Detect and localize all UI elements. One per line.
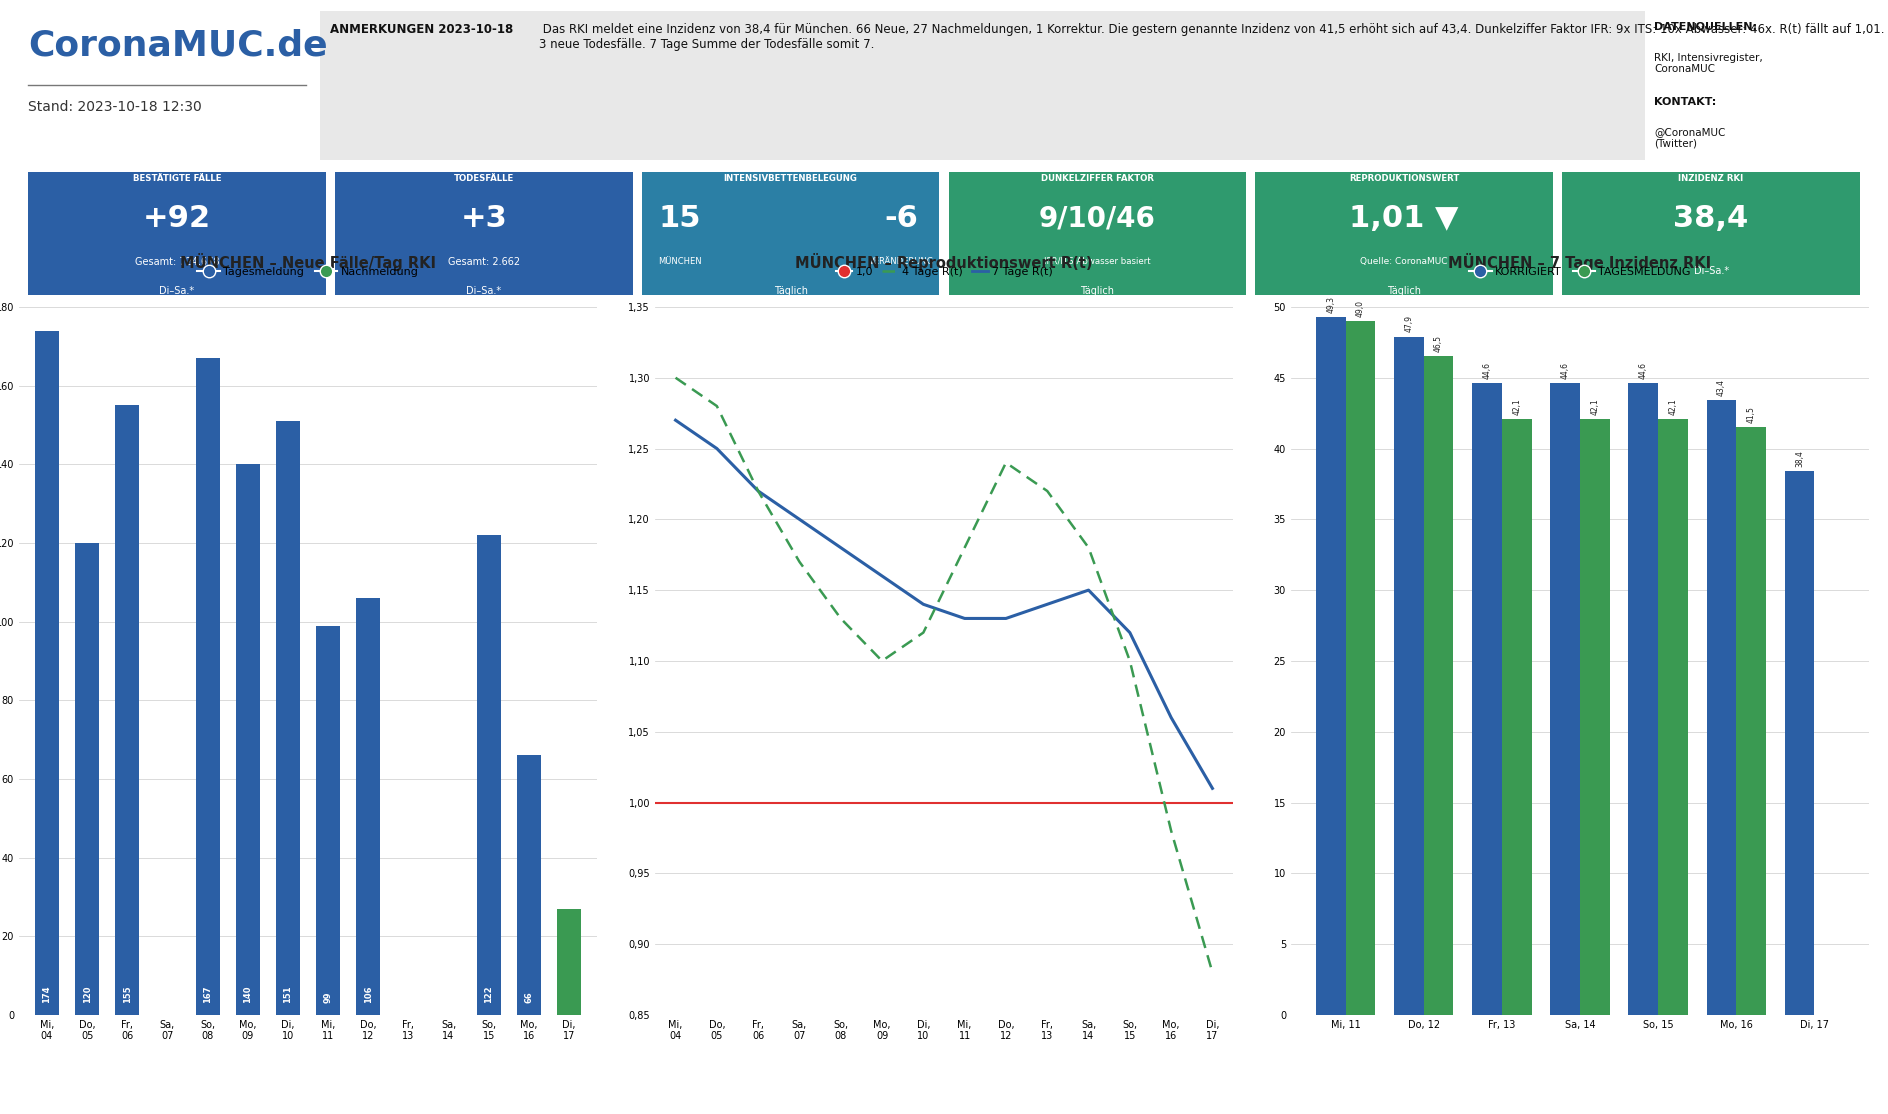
Text: Quelle: CoronaMUC: Quelle: CoronaMUC	[1361, 257, 1448, 266]
Text: Gesamt: 724.678: Gesamt: 724.678	[134, 257, 219, 267]
Bar	[1473, 383, 1501, 1015]
Text: 42,1: 42,1	[1590, 398, 1599, 414]
Text: 47,9: 47,9	[1405, 315, 1414, 332]
Text: 44,6: 44,6	[1482, 362, 1492, 379]
Bar	[476, 535, 500, 1015]
Text: 66: 66	[525, 991, 532, 1003]
Bar	[517, 755, 540, 1015]
Text: 27: 27	[565, 478, 574, 490]
Text: 46,5: 46,5	[1435, 335, 1442, 352]
Text: @CoronaMUC
(Twitter): @CoronaMUC (Twitter)	[1654, 127, 1726, 148]
Text: 44,6: 44,6	[1561, 362, 1569, 379]
Bar	[1784, 471, 1814, 1015]
Legend: KORRIGIERT, TAGESMELDUNG: KORRIGIERT, TAGESMELDUNG	[1465, 263, 1695, 282]
Text: 49,3: 49,3	[1325, 295, 1335, 313]
Text: BESTÄTIGTE FÄLLE: BESTÄTIGTE FÄLLE	[132, 174, 221, 183]
Text: CoronaMUC.de: CoronaMUC.de	[28, 29, 329, 63]
Text: 38,4: 38,4	[1795, 450, 1805, 467]
Text: DUNKELZIFFER FAKTOR: DUNKELZIFFER FAKTOR	[1040, 174, 1154, 183]
Text: 151: 151	[283, 986, 293, 1003]
Text: REPRODUKTIONSWERT: REPRODUKTIONSWERT	[1350, 174, 1459, 183]
Text: ANMERKUNGEN 2023-10-18: ANMERKUNGEN 2023-10-18	[330, 23, 514, 36]
Bar	[557, 909, 582, 1015]
Text: 43,4: 43,4	[1716, 379, 1726, 397]
Bar	[276, 421, 300, 1015]
Text: RKI, Intensivregister,
CoronaMUC: RKI, Intensivregister, CoronaMUC	[1654, 52, 1763, 75]
Title: MÜNCHEN – Neue Fälle/Tag RKI: MÜNCHEN – Neue Fälle/Tag RKI	[179, 253, 436, 271]
FancyBboxPatch shape	[334, 172, 632, 295]
Text: 1,01 ▼: 1,01 ▼	[1350, 204, 1459, 233]
Text: 15: 15	[659, 204, 700, 233]
Bar	[36, 331, 59, 1015]
Text: TODESFÄLLE: TODESFÄLLE	[453, 174, 514, 183]
Bar	[1580, 419, 1610, 1015]
Bar	[1346, 321, 1374, 1015]
Text: Das RKI meldet eine Inzidenz von 38,4 für München. 66 Neue, 27 Nachmeldungen, 1 : Das RKI meldet eine Inzidenz von 38,4 fü…	[538, 23, 1884, 51]
Text: 41,5: 41,5	[1746, 407, 1756, 423]
FancyBboxPatch shape	[321, 11, 1644, 159]
FancyBboxPatch shape	[642, 172, 940, 295]
Bar	[357, 598, 379, 1015]
Bar	[236, 465, 261, 1015]
Text: 99: 99	[323, 991, 332, 1003]
Text: KONTAKT:: KONTAKT:	[1654, 97, 1716, 107]
FancyBboxPatch shape	[1561, 172, 1860, 295]
FancyBboxPatch shape	[28, 172, 327, 295]
Text: 42,1: 42,1	[1512, 398, 1522, 414]
Title: MÜNCHEN – 7 Tage Inzidenz RKI: MÜNCHEN – 7 Tage Inzidenz RKI	[1448, 253, 1712, 271]
Bar	[1707, 400, 1737, 1015]
Text: 42,1: 42,1	[1669, 398, 1678, 414]
Bar	[1629, 383, 1658, 1015]
Text: DATENQUELLEN:: DATENQUELLEN:	[1654, 21, 1758, 31]
Text: Di–Sa.*: Di–Sa.*	[1694, 266, 1729, 276]
Bar	[1393, 336, 1424, 1015]
Text: 106: 106	[364, 986, 372, 1003]
Text: Di–Sa.*: Di–Sa.*	[159, 286, 194, 296]
Text: 140: 140	[244, 986, 253, 1003]
Text: 122: 122	[483, 986, 493, 1003]
Text: +3: +3	[461, 204, 508, 233]
FancyBboxPatch shape	[948, 172, 1246, 295]
Text: Stand: 2023-10-18 12:30: Stand: 2023-10-18 12:30	[28, 100, 202, 115]
Text: 155: 155	[123, 986, 132, 1003]
Bar	[115, 405, 140, 1015]
Bar	[76, 543, 100, 1015]
Text: 167: 167	[204, 986, 211, 1003]
Text: Täglich: Täglich	[774, 286, 808, 296]
Text: * RKI Zahlen zu Inzidenz, Fallzahlen, Nachmeldungen und Todesfällen: Dienstag bi: * RKI Zahlen zu Inzidenz, Fallzahlen, Na…	[464, 1055, 1424, 1071]
Bar	[315, 626, 340, 1015]
Legend: Tagesmeldung, Nachmeldung: Tagesmeldung, Nachmeldung	[193, 263, 423, 282]
Text: 38,4: 38,4	[1673, 204, 1748, 233]
Text: Di–Sa.*: Di–Sa.*	[466, 286, 502, 296]
Bar	[1501, 419, 1531, 1015]
Text: +92: +92	[143, 204, 211, 233]
Text: MÜNCHEN: MÜNCHEN	[657, 257, 700, 266]
Text: Täglich: Täglich	[1388, 286, 1422, 296]
Text: 9/10/46: 9/10/46	[1038, 204, 1155, 233]
Text: INTENSIVBETTENBELEGUNG: INTENSIVBETTENBELEGUNG	[723, 174, 857, 183]
Bar	[1550, 383, 1580, 1015]
Bar	[1737, 428, 1765, 1015]
Bar	[1424, 356, 1454, 1015]
Text: INZIDENZ RKI: INZIDENZ RKI	[1678, 174, 1745, 183]
Text: 174: 174	[43, 986, 51, 1003]
Text: 44,6: 44,6	[1639, 362, 1648, 379]
Text: -6: -6	[885, 204, 919, 233]
Bar	[196, 358, 219, 1015]
Bar	[1316, 316, 1346, 1015]
Text: 49,0: 49,0	[1356, 300, 1365, 316]
Text: Gesamt: 2.662: Gesamt: 2.662	[447, 257, 519, 267]
Text: 120: 120	[83, 986, 93, 1003]
Text: IFR/ITS/Abwasser basiert: IFR/ITS/Abwasser basiert	[1044, 257, 1150, 266]
FancyBboxPatch shape	[1256, 172, 1554, 295]
Text: Täglich: Täglich	[1080, 286, 1114, 296]
Legend: 1,0, 4 Tage R(t), 7 Tage R(t): 1,0, 4 Tage R(t), 7 Tage R(t)	[831, 263, 1057, 282]
Bar	[1658, 419, 1688, 1015]
Text: VERÄNDERUNG: VERÄNDERUNG	[868, 257, 935, 266]
Title: MÜNCHEN – Reproduktionswert R(t): MÜNCHEN – Reproduktionswert R(t)	[795, 253, 1093, 271]
